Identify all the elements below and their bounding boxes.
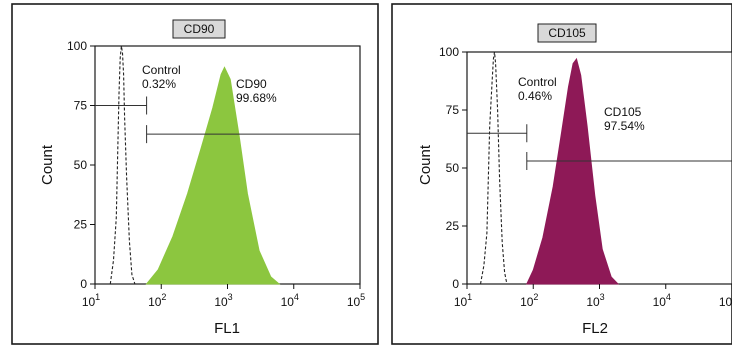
- y-tick-label: 50: [74, 158, 88, 172]
- control-percent: 0.32%: [142, 77, 176, 91]
- y-tick-label: 100: [67, 39, 87, 53]
- y-tick-label: 0: [80, 277, 87, 291]
- x-tick-label: 105: [719, 292, 732, 309]
- marker-tag: [537, 23, 597, 43]
- x-tick-label: 101: [82, 292, 100, 309]
- panel-cd105: CD105 Control 0.46% CD105 97.54% 0 25 50 75…: [391, 3, 732, 345]
- sample-percent: 99.68%: [236, 91, 277, 105]
- x-tick-label: 103: [214, 292, 232, 309]
- x-axis-label: FL1: [214, 320, 240, 337]
- control-percent: 0.46%: [518, 89, 552, 103]
- sample-label: CD105: [604, 105, 642, 119]
- y-tick-label: 25: [446, 219, 460, 233]
- x-axis: 101 102 103 104 105: [454, 284, 732, 309]
- control-gate: [95, 96, 148, 115]
- marker-tag-label: CD105: [548, 26, 586, 40]
- y-axis: 0 25 50 75 100: [439, 45, 467, 291]
- sample-percent: 97.54%: [604, 119, 645, 133]
- positive-gate: [146, 125, 360, 144]
- x-tick-label: 105: [347, 292, 365, 309]
- x-tick-label: 102: [148, 292, 166, 309]
- x-tick-label: 101: [454, 292, 472, 309]
- x-tick-label: 104: [653, 292, 671, 309]
- y-tick-label: 75: [446, 103, 460, 117]
- sample-histogram: [145, 66, 281, 285]
- y-tick-label: 50: [446, 161, 460, 175]
- sample-label: CD90: [236, 77, 267, 91]
- sample-histogram: [526, 57, 620, 285]
- marker-tag: [172, 19, 226, 39]
- control-histogram: [479, 51, 508, 285]
- y-axis-label: Count: [417, 144, 434, 185]
- y-tick-label: 75: [74, 99, 88, 113]
- positive-gate: [526, 152, 732, 170]
- x-tick-label: 104: [281, 292, 299, 309]
- y-tick-label: 25: [74, 218, 88, 232]
- control-label: Control: [518, 75, 557, 89]
- marker-tag-label: CD90: [184, 22, 215, 36]
- control-gate: [467, 124, 528, 143]
- x-tick-label: 103: [586, 292, 604, 309]
- x-tick-label: 102: [520, 292, 538, 309]
- x-axis-label: FL2: [582, 320, 608, 337]
- y-axis: 0 25 50 75 100: [67, 39, 95, 291]
- control-label: Control: [142, 63, 181, 77]
- panel-cd90: CD90 Control 0.32% CD90 99.68% 0 25 50 75 10…: [11, 3, 379, 345]
- y-axis-label: Count: [39, 144, 56, 185]
- y-tick-label: 0: [452, 277, 459, 291]
- x-axis: 101 102 103 104 105: [82, 284, 365, 309]
- control-histogram: [109, 45, 136, 285]
- y-tick-label: 100: [439, 45, 459, 59]
